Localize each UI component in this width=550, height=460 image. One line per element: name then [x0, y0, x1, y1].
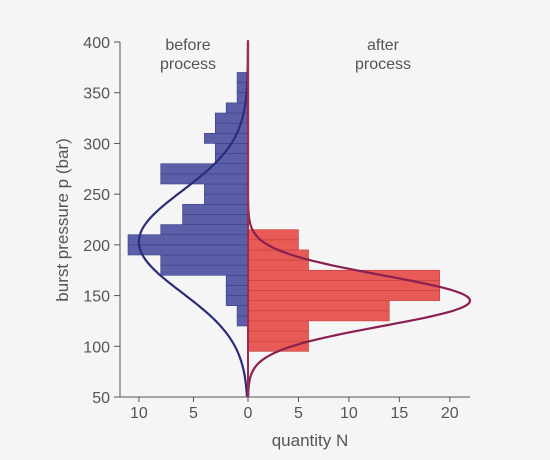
- after-process-bar-1: [248, 331, 309, 341]
- after-process-bar-2: [248, 321, 309, 331]
- before-process-bar-2: [226, 296, 248, 306]
- after-process-bar-6: [248, 280, 440, 290]
- y-tick-label: 50: [92, 390, 110, 407]
- after-process-bar-5: [248, 291, 440, 301]
- y-axis-title: burst pressure p (bar): [53, 138, 72, 301]
- x-tick-label: 10: [130, 405, 148, 422]
- x-tick-label: 0: [244, 405, 253, 422]
- y-tick-label: 150: [83, 289, 110, 306]
- x-tick-label: 20: [441, 405, 459, 422]
- before-process-bar-18: [204, 133, 248, 143]
- before-process-bar-9: [161, 225, 248, 235]
- y-tick-label: 300: [83, 136, 110, 153]
- x-axis-title: quantity N: [272, 431, 349, 450]
- y-tick-label: 200: [83, 238, 110, 255]
- y-tick-label: 350: [83, 86, 110, 103]
- before-process-bar-19: [215, 123, 248, 133]
- before-process-bar-6: [161, 255, 248, 265]
- y-tick-label: 250: [83, 187, 110, 204]
- x-tick-label: 5: [294, 405, 303, 422]
- y-tick-label: 400: [83, 35, 110, 52]
- before-process-bar-12: [204, 194, 248, 204]
- before-process-bar-14: [161, 174, 248, 184]
- before-process-bar-13: [204, 184, 248, 194]
- after-process-bar-4: [248, 301, 389, 311]
- before-process-bar-3: [226, 285, 248, 295]
- x-tick-label: 10: [340, 405, 358, 422]
- x-tick-label: 15: [390, 405, 408, 422]
- before-process-bar-5: [161, 265, 248, 275]
- before-process-bar-4: [226, 275, 248, 285]
- before-process-bar-8: [128, 235, 248, 245]
- before-process-bar-11: [183, 204, 248, 214]
- before-process-bar-0: [237, 316, 248, 326]
- x-tick-label: 5: [189, 405, 198, 422]
- after-process-bar-7: [248, 270, 440, 280]
- after-process-bar-0: [248, 341, 309, 351]
- before-process-bar-10: [183, 214, 248, 224]
- after-process-bar-8: [248, 260, 309, 270]
- y-tick-label: 100: [83, 339, 110, 356]
- after-process-bar-3: [248, 311, 389, 321]
- before-process-bar-1: [237, 306, 248, 316]
- after-process-bar-9: [248, 250, 309, 260]
- before-process-bar-7: [128, 245, 248, 255]
